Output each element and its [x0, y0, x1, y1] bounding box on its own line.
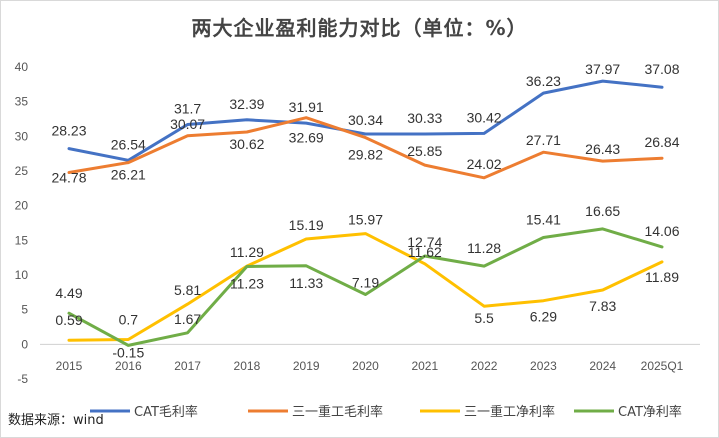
data-label: 0.59 — [55, 312, 82, 328]
y-tick-label: 20 — [15, 199, 29, 213]
data-label: 7.83 — [589, 298, 616, 314]
data-label: 7.19 — [352, 274, 379, 290]
data-label: 5.81 — [174, 282, 201, 298]
data-label: 14.06 — [644, 223, 679, 239]
data-label: 15.41 — [526, 211, 561, 227]
data-label: 26.21 — [111, 167, 146, 183]
data-label: 4.49 — [55, 285, 82, 301]
data-label: 26.43 — [585, 141, 620, 157]
data-label: 37.97 — [585, 61, 620, 77]
x-tick-label: 2023 — [530, 359, 557, 373]
series-line-3 — [67, 227, 664, 347]
x-tick-label: 2019 — [293, 359, 320, 373]
x-tick-label: 2020 — [352, 359, 379, 373]
legend-label: CAT净利率 — [618, 404, 682, 420]
series-line-2 — [67, 232, 664, 342]
data-label: 11.23 — [230, 275, 264, 291]
data-label: 11.89 — [645, 269, 679, 285]
data-label: 31.91 — [289, 99, 324, 115]
y-tick-label: 5 — [21, 303, 28, 317]
x-tick-label: 2022 — [471, 359, 498, 373]
data-label: 30.62 — [229, 136, 264, 152]
data-source: 数据来源：wind — [8, 413, 104, 428]
data-label: 16.65 — [585, 203, 620, 219]
x-tick-label: 2025Q1 — [641, 359, 684, 373]
data-label: 6.29 — [530, 309, 557, 325]
x-tick-label: 2024 — [589, 359, 616, 373]
data-label: 11.33 — [289, 275, 323, 291]
data-label: 25.85 — [407, 143, 442, 159]
y-tick-label: 10 — [15, 268, 29, 282]
data-label: 15.19 — [289, 217, 324, 233]
data-label: 37.08 — [644, 61, 679, 77]
data-label: -0.15 — [112, 344, 144, 360]
data-label: 5.5 — [474, 310, 494, 326]
chart-title: 两大企业盈利能力对比（单位：%） — [191, 16, 528, 40]
data-label: 15.97 — [348, 212, 383, 228]
data-label: 32.69 — [289, 130, 324, 146]
data-label: 30.33 — [407, 110, 442, 126]
data-label: 27.71 — [526, 132, 561, 148]
data-label: 11.29 — [230, 244, 264, 260]
data-label: 32.39 — [229, 96, 264, 112]
x-tick-label: 2021 — [411, 359, 438, 373]
data-label: 26.54 — [111, 136, 146, 152]
legend-label: 三一重工净利率 — [464, 404, 555, 420]
data-label: 11.28 — [467, 240, 501, 256]
data-label: 24.02 — [467, 156, 502, 172]
data-label: 1.67 — [174, 311, 201, 327]
x-tick-label: 2015 — [56, 359, 83, 373]
data-label: 11.62 — [408, 244, 442, 260]
data-label: 28.23 — [51, 123, 86, 139]
data-label: 36.23 — [526, 73, 561, 89]
x-tick-label: 2016 — [115, 359, 142, 373]
series-line-1 — [67, 116, 664, 180]
y-tick-label: -5 — [17, 372, 28, 386]
data-label: 12.74 — [407, 234, 442, 250]
data-label: 24.78 — [51, 170, 86, 186]
data-label: 26.84 — [644, 134, 679, 150]
series-line-0 — [67, 79, 664, 162]
x-tick-label: 2018 — [234, 359, 261, 373]
y-tick-label: 40 — [15, 60, 29, 74]
legend-label: 三一重工毛利率 — [292, 404, 383, 420]
data-label: 30.34 — [348, 112, 383, 128]
data-label: 0.7 — [119, 311, 139, 327]
data-label: 29.82 — [348, 147, 383, 163]
y-tick-label: 30 — [15, 129, 29, 143]
data-label: 30.07 — [170, 116, 205, 132]
x-tick-label: 2017 — [174, 359, 201, 373]
data-label: 30.42 — [467, 109, 502, 125]
legend-label: CAT毛利率 — [134, 404, 198, 420]
y-tick-label: 0 — [21, 337, 28, 351]
y-tick-label: 15 — [15, 233, 29, 247]
y-tick-label: 25 — [15, 164, 29, 178]
data-label: 31.7 — [174, 101, 201, 117]
y-tick-label: 35 — [15, 95, 29, 109]
